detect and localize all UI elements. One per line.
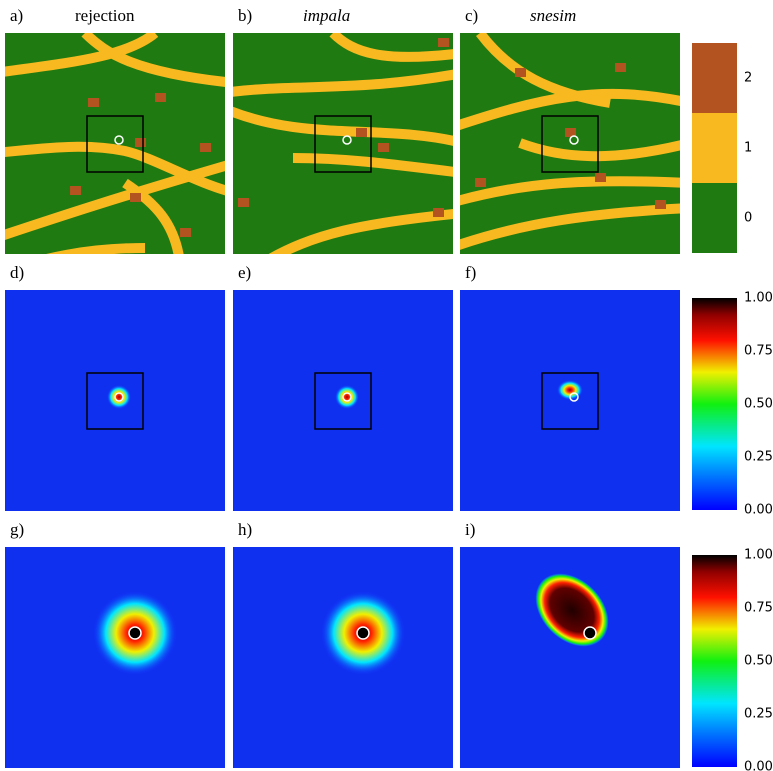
conditioning-point	[357, 627, 369, 639]
panel-content	[5, 547, 226, 768]
colorbar-tick-label: 0.75	[744, 601, 773, 616]
panel	[5, 547, 226, 768]
panel-content	[0, 33, 246, 273]
blob	[155, 93, 166, 102]
blob	[180, 228, 191, 237]
colorbar-tick-label: 0.25	[744, 450, 773, 465]
figure: a) rejection b) impala c) snesim d) e) f) g) h) i) 2…	[0, 0, 773, 771]
colorbar-block	[692, 113, 737, 183]
blob	[378, 143, 389, 152]
colorbar-tick-label: 0.00	[744, 760, 773, 771]
panel	[0, 33, 246, 273]
panel	[233, 290, 454, 511]
blob	[130, 193, 141, 202]
panel-letter: i)	[465, 520, 475, 539]
blob	[595, 173, 606, 182]
panel-letter: e)	[238, 263, 251, 282]
probability-spot	[107, 385, 131, 409]
colorbar-block	[692, 43, 737, 113]
panel-content	[460, 290, 681, 511]
panel-content	[460, 547, 681, 768]
blob	[433, 208, 444, 217]
panel-letter: g)	[10, 520, 24, 539]
colorbar-tick-label: 2	[744, 71, 752, 86]
colorbar-tick-label: 0.50	[744, 397, 773, 412]
panel-letter: c)	[465, 6, 478, 25]
blob	[200, 143, 211, 152]
blob	[438, 38, 449, 47]
blob	[88, 98, 99, 107]
panel-letter: h)	[238, 520, 252, 539]
colorbar	[692, 555, 737, 767]
colorbar-tick-label: 1	[744, 141, 752, 156]
blob	[238, 198, 249, 207]
panel	[450, 33, 690, 254]
colorbar-tick-label: 1.00	[744, 291, 773, 306]
panel	[460, 547, 681, 768]
colorbar-tick-label: 0.00	[744, 503, 773, 518]
blob	[356, 128, 367, 137]
panel-content	[223, 33, 463, 263]
colorbar-tick-label: 0.50	[744, 654, 773, 669]
conditioning-point	[129, 627, 141, 639]
panel-letter: f)	[465, 263, 476, 282]
colorbar-tick-label: 0.75	[744, 344, 773, 359]
panel	[5, 290, 226, 511]
panel-content	[233, 547, 454, 768]
conditioning-point	[584, 627, 596, 639]
panel-letter: b)	[238, 6, 252, 25]
blob	[615, 63, 626, 72]
panel-content	[233, 290, 454, 511]
panel	[223, 33, 463, 263]
blob	[135, 138, 146, 147]
colorbar-tick-label: 0	[744, 211, 752, 226]
panel-letter: a)	[10, 6, 23, 25]
colorbar-tick-label: 0.25	[744, 707, 773, 722]
panel-title: impala	[303, 6, 350, 25]
colorbar	[692, 298, 737, 510]
background	[460, 290, 681, 511]
panel-content	[5, 290, 226, 511]
panel-title: rejection	[75, 6, 135, 25]
panel-title: snesim	[530, 6, 576, 25]
colorbar-tick-label: 1.00	[744, 548, 773, 563]
blob	[655, 200, 666, 209]
panel	[233, 547, 454, 768]
probability-spot	[335, 385, 359, 409]
blob	[515, 68, 526, 77]
blob	[70, 186, 81, 195]
panel	[460, 290, 681, 511]
panel-content	[450, 33, 690, 254]
panel-letter: d)	[10, 263, 24, 282]
blob	[475, 178, 486, 187]
colorbar-block	[692, 183, 737, 253]
